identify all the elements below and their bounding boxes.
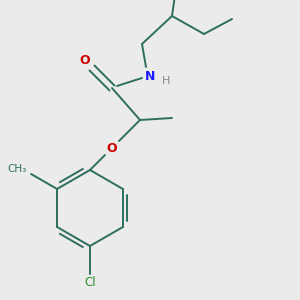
Text: Cl: Cl	[84, 277, 96, 290]
Text: O: O	[80, 55, 90, 68]
Text: CH₃: CH₃	[8, 164, 27, 174]
Text: N: N	[145, 70, 155, 83]
Text: O: O	[107, 142, 117, 154]
Text: H: H	[162, 76, 170, 86]
